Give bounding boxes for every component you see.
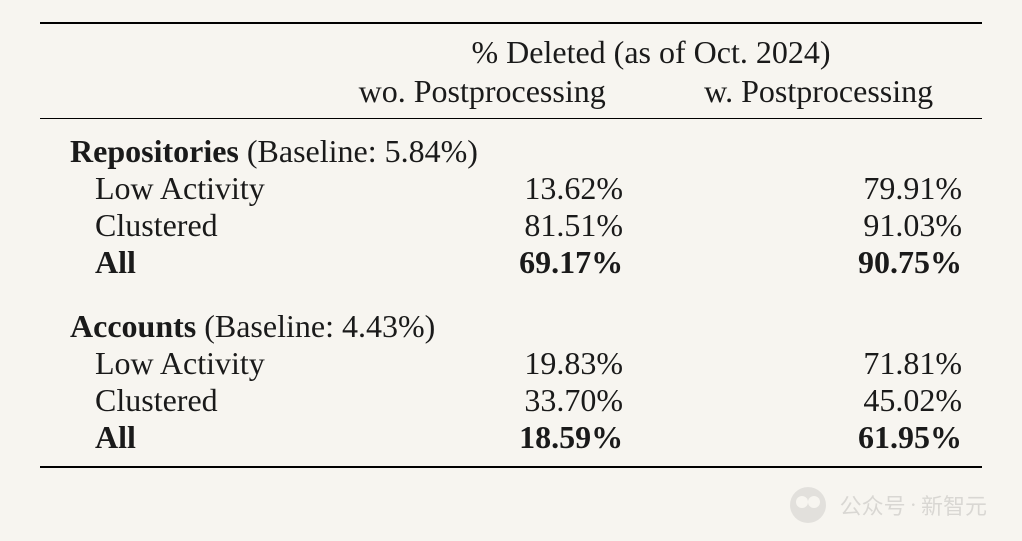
row-label: All — [40, 244, 339, 281]
row-value-1: 33.70% — [339, 382, 663, 419]
section-title-row: Repositories (Baseline: 5.84%) — [40, 119, 982, 170]
table-row: Clustered 33.70% 45.02% — [40, 382, 982, 419]
watermark-prefix: 公众号 — [840, 489, 906, 521]
table-row: Low Activity 19.83% 71.81% — [40, 345, 982, 382]
section-title-bold: Accounts — [70, 308, 196, 344]
row-label: Clustered — [40, 382, 339, 419]
section-title-baseline: (Baseline: 5.84%) — [239, 133, 478, 169]
section-title-bold: Repositories — [70, 133, 239, 169]
wechat-icon — [790, 487, 826, 523]
row-value-2: 91.03% — [663, 207, 982, 244]
watermark-name: 新智元 — [921, 489, 987, 521]
row-value-1: 81.51% — [339, 207, 663, 244]
subheader-empty — [40, 73, 309, 110]
row-value-1: 18.59% — [339, 419, 663, 456]
table-row: All 69.17% 90.75% — [40, 244, 982, 295]
row-label: Low Activity — [40, 170, 339, 207]
row-value-2: 61.95% — [663, 419, 982, 456]
row-value-1: 19.83% — [339, 345, 663, 382]
table-row: Clustered 81.51% 91.03% — [40, 207, 982, 244]
watermark: 公众号 · 新智元 — [790, 487, 987, 523]
header-spanning-label: % Deleted (as of Oct. 2024) — [320, 24, 982, 73]
row-label: Low Activity — [40, 345, 339, 382]
row-value-1: 13.62% — [339, 170, 663, 207]
data-table: % Deleted (as of Oct. 2024) wo. Postproc… — [40, 22, 982, 468]
row-label: Clustered — [40, 207, 339, 244]
row-label: All — [40, 419, 339, 456]
subheader-col2: w. Postprocessing — [655, 73, 982, 110]
section-title: Accounts (Baseline: 4.43%) — [40, 308, 435, 345]
section-title-baseline: (Baseline: 4.43%) — [196, 308, 435, 344]
watermark-dots: · — [910, 492, 917, 518]
row-value-2: 71.81% — [663, 345, 982, 382]
row-value-2: 45.02% — [663, 382, 982, 419]
subheader-col1: wo. Postprocessing — [309, 73, 655, 110]
row-value-2: 79.91% — [663, 170, 982, 207]
section-title-row: Accounts (Baseline: 4.43%) — [40, 294, 982, 345]
table-row: Low Activity 13.62% 79.91% — [40, 170, 982, 207]
table-row: All 18.59% 61.95% — [40, 419, 982, 468]
section-title: Repositories (Baseline: 5.84%) — [40, 133, 478, 170]
row-value-2: 90.75% — [663, 244, 982, 281]
row-value-1: 69.17% — [339, 244, 663, 281]
subheader-row: wo. Postprocessing w. Postprocessing — [40, 73, 982, 119]
